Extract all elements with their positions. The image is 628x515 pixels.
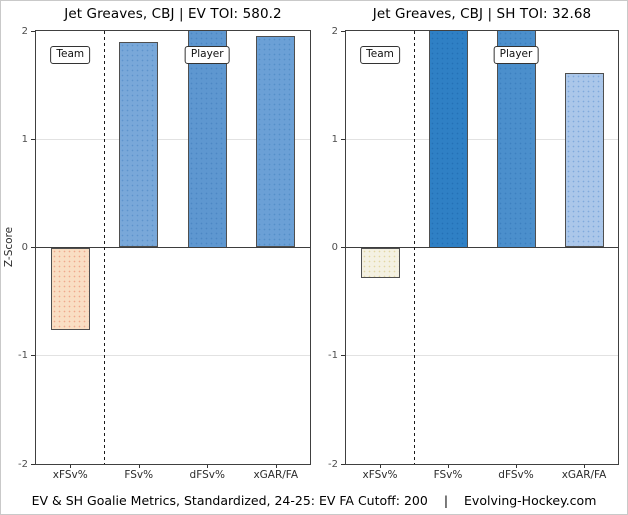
ev-chart-title: Jet Greaves, CBJ | EV TOI: 580.2 <box>64 6 282 22</box>
y-tick-label: 0 <box>21 242 28 253</box>
y-tick-label: -1 <box>328 350 338 362</box>
x-category-label: xGAR/FA <box>253 469 299 481</box>
team-player-divider <box>104 31 105 464</box>
x-tick-mark <box>516 465 517 468</box>
x-tick-mark <box>275 465 277 468</box>
gridline--1 <box>36 355 310 357</box>
bar-xGAR/FA <box>564 73 604 248</box>
team-group-label: Team <box>360 46 400 64</box>
plot-panel-ev: Team Player <box>35 30 311 465</box>
bar-xFSv% <box>50 247 90 330</box>
y-tick-label: -2 <box>18 458 28 470</box>
x-category-label: xFSv% <box>362 469 398 481</box>
x-tick-mark <box>138 465 140 468</box>
y-tick-label: 2 <box>21 25 28 37</box>
y-tick-label: 1 <box>331 133 338 145</box>
x-tick-mark <box>70 465 72 468</box>
gridline-1 <box>346 138 618 140</box>
zero-line <box>36 246 310 249</box>
bar-xGAR/FA <box>256 36 296 248</box>
caption-site: Evolving-Hockey.com <box>464 493 597 508</box>
caption-text: EV & SH Goalie Metrics, Standardized, 24… <box>31 493 428 508</box>
x-tick-mark <box>448 465 449 468</box>
y-tick-mark <box>341 138 345 140</box>
x-category-label: FSv% <box>124 469 154 481</box>
x-category-label: dFSv% <box>189 469 225 481</box>
caption-separator: | <box>443 493 449 508</box>
x-category-label: xFSv% <box>52 469 88 481</box>
figure-caption: EV & SH Goalie Metrics, Standardized, 24… <box>1 493 627 508</box>
plot-panel-sh: Team Player <box>345 30 619 465</box>
bar-FSv% <box>119 41 159 248</box>
y-tick-mark <box>341 30 345 32</box>
team-group-label: Team <box>50 46 91 64</box>
zero-line <box>346 246 618 249</box>
y-tick-label: -1 <box>18 350 28 362</box>
y-tick-mark <box>31 30 35 32</box>
y-tick-mark <box>31 247 35 248</box>
y-tick-mark <box>31 138 35 140</box>
y-tick-label: 2 <box>331 25 338 37</box>
y-tick-mark <box>31 355 35 357</box>
y-tick-mark <box>341 247 345 248</box>
bar-xFSv% <box>360 247 400 278</box>
x-tick-mark <box>380 465 381 468</box>
bar-FSv% <box>428 31 468 248</box>
bar-dFSv% <box>187 31 227 248</box>
bar-dFSv% <box>496 31 536 248</box>
y-tick-label: 1 <box>21 133 28 145</box>
y-tick-label: -2 <box>328 458 338 470</box>
y-tick-mark <box>31 463 35 465</box>
y-tick-mark <box>341 463 345 465</box>
player-group-label: Player <box>493 46 539 64</box>
x-category-label: dFSv% <box>498 469 534 481</box>
x-category-label: xGAR/FA <box>561 469 607 481</box>
player-group-label: Player <box>184 46 230 64</box>
gridline--1 <box>346 355 618 357</box>
team-player-divider <box>413 31 415 464</box>
x-tick-mark <box>584 465 585 468</box>
sh-chart-title: Jet Greaves, CBJ | SH TOI: 32.68 <box>372 6 592 22</box>
y-tick-label: 0 <box>331 242 338 253</box>
x-tick-mark <box>207 465 209 468</box>
gridline-1 <box>36 138 310 140</box>
y-tick-mark <box>341 355 345 357</box>
x-category-label: FSv% <box>433 469 463 481</box>
